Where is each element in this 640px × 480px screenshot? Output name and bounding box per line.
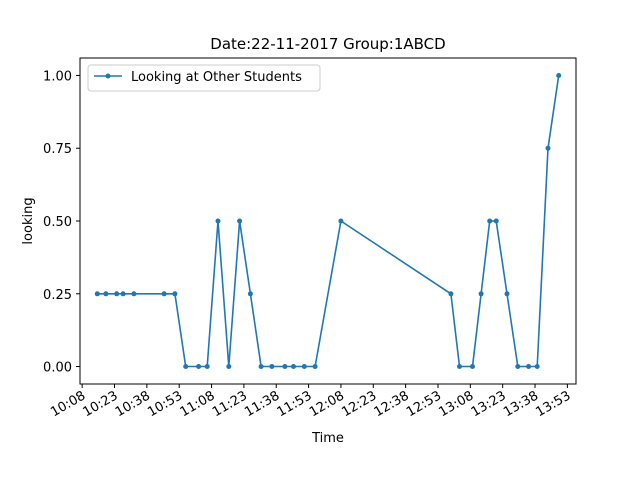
x-tick-label: 13:23 bbox=[469, 388, 509, 420]
y-axis: 0.00 0.25 0.50 0.75 1.00 bbox=[43, 69, 80, 376]
data-point bbox=[114, 291, 120, 297]
x-tick-label: 12:08 bbox=[307, 388, 347, 420]
legend-box bbox=[87, 64, 321, 92]
x-tick-label: 11:08 bbox=[178, 388, 218, 420]
data-point bbox=[545, 145, 551, 151]
y-tick-label: 0.00 bbox=[43, 361, 72, 376]
data-point bbox=[457, 364, 462, 369]
series-layer bbox=[94, 73, 562, 369]
data-point bbox=[534, 364, 540, 369]
legend: Looking at Other Students bbox=[87, 64, 321, 92]
data-point bbox=[448, 291, 454, 297]
chart-title: Date:22-11-2017 Group:1ABCD bbox=[210, 35, 445, 53]
x-axis: 10:0810:2310:3810:5311:0811:2311:3811:53… bbox=[48, 384, 573, 420]
data-point bbox=[301, 364, 307, 369]
x-tick-label: 13:08 bbox=[436, 388, 476, 420]
x-axis-label: Time bbox=[311, 431, 344, 446]
data-point bbox=[269, 364, 275, 369]
x-tick-label: 12:53 bbox=[404, 388, 444, 420]
legend-label: Looking at Other Students bbox=[131, 70, 302, 85]
x-tick-label: 10:08 bbox=[48, 388, 88, 420]
data-point bbox=[258, 364, 264, 369]
x-tick-label: 11:23 bbox=[210, 388, 250, 420]
data-point bbox=[526, 364, 532, 369]
x-tick-label: 11:53 bbox=[275, 388, 315, 420]
x-tick-label: 13:53 bbox=[533, 388, 573, 420]
data-point bbox=[196, 364, 202, 369]
x-tick-label: 12:23 bbox=[339, 388, 379, 420]
y-tick-label: 1.00 bbox=[43, 69, 72, 84]
y-tick-label: 0.25 bbox=[43, 288, 72, 303]
x-tick-label: 10:38 bbox=[113, 388, 153, 420]
x-tick-label: 11:38 bbox=[242, 388, 282, 420]
data-point bbox=[215, 218, 221, 224]
data-point bbox=[226, 364, 232, 369]
x-tick-label: 10:23 bbox=[81, 388, 121, 420]
data-point bbox=[94, 291, 100, 297]
plot-area-frame bbox=[79, 57, 577, 385]
data-point bbox=[172, 291, 178, 297]
data-point bbox=[478, 291, 484, 297]
data-point bbox=[504, 291, 510, 297]
data-point bbox=[282, 364, 288, 369]
y-axis-label: looking bbox=[21, 197, 36, 244]
data-point bbox=[493, 218, 499, 224]
data-point bbox=[515, 364, 521, 369]
data-point bbox=[487, 218, 493, 224]
x-tick-label: 12:38 bbox=[372, 388, 412, 420]
data-point bbox=[470, 364, 475, 369]
y-tick-label: 0.75 bbox=[43, 142, 72, 157]
data-point bbox=[131, 291, 137, 297]
data-point bbox=[247, 291, 253, 297]
data-point bbox=[204, 364, 210, 369]
y-tick-label: 0.50 bbox=[43, 215, 72, 230]
data-point bbox=[291, 364, 296, 369]
x-tick-label: 13:38 bbox=[501, 388, 541, 420]
legend-marker-swatch bbox=[105, 73, 111, 79]
data-point bbox=[338, 218, 344, 224]
data-point bbox=[103, 291, 109, 297]
x-tick-label: 10:53 bbox=[145, 388, 185, 420]
data-point bbox=[312, 364, 318, 369]
data-point bbox=[556, 73, 562, 78]
data-point bbox=[161, 291, 167, 297]
data-point bbox=[120, 291, 126, 297]
data-point bbox=[237, 218, 243, 224]
data-point bbox=[183, 364, 189, 369]
